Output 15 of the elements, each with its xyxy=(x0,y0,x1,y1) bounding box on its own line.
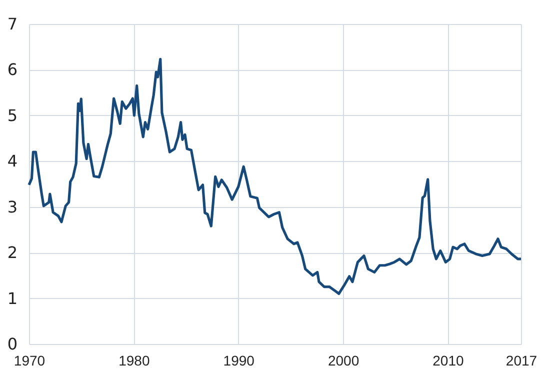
x-tick-label: 1970 xyxy=(14,352,46,368)
line-series xyxy=(28,58,522,296)
y-tick-label: 0 xyxy=(7,334,18,354)
x-tick-label: 2017 xyxy=(506,352,538,368)
y-tick-label: 7 xyxy=(7,14,18,34)
x-tick-label: 1990 xyxy=(223,352,255,368)
x-tick-label: 2010 xyxy=(432,352,464,368)
y-tick-label: 3 xyxy=(7,197,18,216)
y-tick-label: 4 xyxy=(7,152,18,171)
x-tick-label: 2000 xyxy=(328,352,360,368)
x-tick-label: 1980 xyxy=(118,352,150,368)
y-tick-label: 2 xyxy=(7,243,18,262)
y-tick-label: 1 xyxy=(7,288,18,308)
y-tick-label: 6 xyxy=(7,60,18,80)
y-tick-label: 5 xyxy=(7,106,18,125)
